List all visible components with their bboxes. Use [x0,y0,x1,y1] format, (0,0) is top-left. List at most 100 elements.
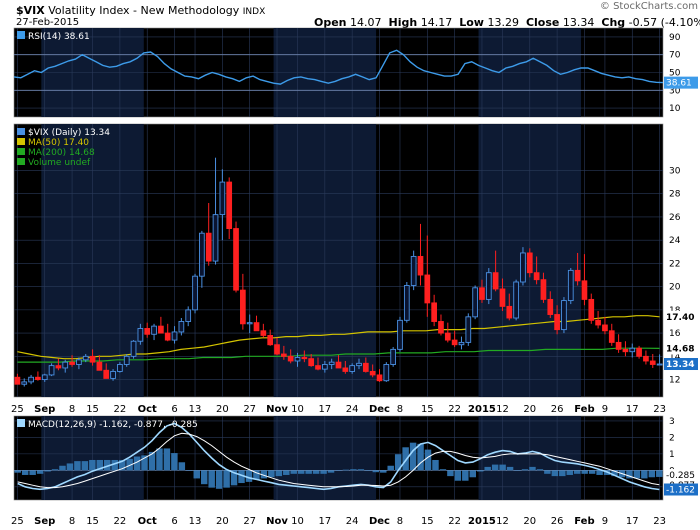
candle [158,325,164,334]
candle [233,228,239,291]
candle [615,341,622,350]
macd-histogram-bar [566,470,573,475]
candle [506,305,513,319]
candle [14,376,21,385]
x-axis-label: 8 [69,404,75,415]
candle [69,361,75,365]
macd-histogram-bar [59,465,66,471]
macd-histogram-bar [14,470,21,473]
macd-histogram-bar [141,455,148,471]
rsi-line [13,49,664,85]
candle [212,214,219,262]
macd-histogram-bar [312,470,320,474]
candle [567,269,574,302]
candle [110,370,116,379]
macd-histogram-bar [402,447,409,471]
candle [383,364,390,382]
candle [417,255,424,276]
candle [89,355,96,363]
candle [301,357,308,360]
x-axis-label: 22 [114,516,127,527]
candle [451,339,458,346]
candle [274,344,280,355]
macd-histogram-bar [163,448,171,471]
price-tick-label: 28 [669,190,681,200]
last-price-value: 13.34 [666,360,694,370]
macd-histogram-bar [417,443,424,471]
x-axis-label: 23 [653,404,666,415]
macd-histogram-bar [357,469,365,471]
macd-histogram-bar [29,470,36,475]
price-tick-label: 20 [669,283,681,293]
last-price-value-box [664,358,698,371]
x-axis-label: 13 [189,404,202,415]
candle [581,280,588,300]
x-axis-label: 26 [551,516,564,527]
price-tick-label: 16 [669,329,681,339]
ma50-last-value: 17.40 [666,313,694,323]
candle [602,324,608,332]
macd-histogram-bar [245,470,253,482]
rsi-legend: RSI(14) 38.61 [28,32,90,42]
macd-histogram-bar [454,470,462,481]
x-axis-label: 17 [626,404,639,415]
macd-tick-label: 2 [669,433,675,443]
candle [48,365,55,376]
macd-histogram-bar [409,442,417,471]
x-axis-label: 12 [496,404,509,415]
macd-histogram-bar [36,470,44,474]
x-axis-label: 22 [114,404,127,415]
x-axis-label: 17 [626,516,639,527]
candle [424,274,431,304]
x-axis-label: 2015 [468,516,496,527]
macd-tick-label: 3 [669,417,675,427]
candle [547,298,554,315]
macd-histogram-bar [156,448,163,471]
candle [199,232,205,277]
candle [649,360,656,365]
x-axis-label: 15 [86,516,99,527]
macd-histogram-bar [89,459,96,471]
macd-tick-label: 1 [669,450,675,460]
ohlc-readout: Open 14.07 High 14.17 Low 13.29 Close 13… [314,16,700,29]
candle [499,288,506,307]
candle [335,361,342,369]
candle [185,309,192,322]
macd-histogram-bar [462,470,469,481]
x-axis-label: Sep [34,516,55,527]
candle [321,364,328,370]
candle [492,272,499,290]
candle [55,365,62,369]
candle [240,289,246,325]
candle [308,358,315,367]
price-legend-item: MA(50) 17.40 [28,138,89,148]
candle [533,272,540,281]
macd-histogram-bar [44,470,51,472]
candle [137,328,144,342]
macd-histogram-bar [365,470,372,471]
candle [28,376,34,383]
candle [403,285,410,321]
histogram-last-value: -0.285 [666,471,695,481]
macd-histogram-bar [66,463,74,471]
rsi-last-value-box [664,76,698,89]
x-axis-label: Oct [138,516,157,527]
x-axis-label: 20 [523,404,536,415]
header-symbol-line: $VIX Volatility Index - New Methodology … [16,4,265,17]
candle [356,362,362,367]
candle [144,328,151,335]
macd-histogram-bar [186,470,193,471]
macd-histogram-bar [432,459,439,471]
x-axis-label: 8 [397,404,403,415]
candle [362,362,369,372]
candle [643,355,649,362]
macd-histogram-bar [290,470,297,474]
candle [205,232,212,262]
ma200-last-value: 14.68 [666,344,694,354]
candle [260,330,267,336]
price-legend-item: MA(200) 14.68 [28,148,95,158]
x-axis-label: 12 [496,516,509,527]
macd-histogram-bar [506,466,514,471]
macd-histogram-bar [521,469,529,471]
rsi-tick-label: 10 [669,104,681,114]
